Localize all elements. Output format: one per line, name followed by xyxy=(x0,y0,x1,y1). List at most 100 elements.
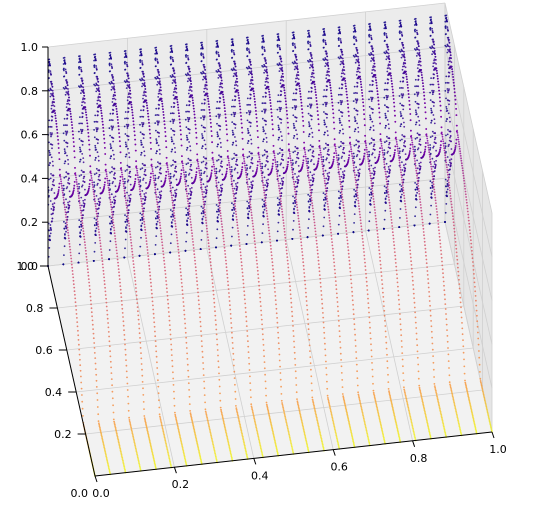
data-point xyxy=(126,99,129,102)
data-point xyxy=(93,129,95,131)
data-point xyxy=(416,186,418,189)
data-point xyxy=(158,74,161,76)
data-point xyxy=(155,46,158,49)
data-point xyxy=(124,170,127,172)
data-point xyxy=(455,124,458,127)
data-point xyxy=(234,65,237,68)
data-point xyxy=(124,155,127,158)
data-point xyxy=(409,113,412,115)
data-point xyxy=(292,137,295,139)
data-point xyxy=(323,164,325,167)
data-point xyxy=(371,120,374,123)
data-point xyxy=(279,67,281,70)
floor-grid-line-y xyxy=(57,263,455,309)
data-point xyxy=(233,87,236,90)
data-point xyxy=(307,40,310,43)
data-point xyxy=(358,67,361,70)
data-point xyxy=(112,83,115,85)
data-point xyxy=(328,79,331,81)
data-point xyxy=(249,97,252,99)
data-point xyxy=(247,202,250,204)
data-point xyxy=(267,81,269,84)
data-point xyxy=(429,99,432,101)
data-point xyxy=(292,98,294,101)
data-point xyxy=(432,38,434,41)
data-point xyxy=(431,83,433,86)
data-point xyxy=(265,179,268,182)
data-point xyxy=(419,165,422,168)
data-point xyxy=(124,214,126,217)
data-point xyxy=(455,138,458,141)
data-point xyxy=(384,198,387,201)
data-point xyxy=(108,215,111,218)
data-point xyxy=(391,88,394,91)
data-point xyxy=(439,146,442,149)
data-point xyxy=(235,71,238,74)
data-point xyxy=(170,47,173,49)
data-point xyxy=(401,161,403,164)
data-point xyxy=(95,90,98,93)
data-point xyxy=(231,129,234,132)
data-point xyxy=(190,169,193,172)
data-point xyxy=(415,198,418,201)
data-point xyxy=(418,124,421,126)
data-point xyxy=(267,88,270,91)
data-point xyxy=(417,147,420,150)
data-point xyxy=(282,80,285,82)
data-point xyxy=(203,116,206,119)
data-point xyxy=(323,121,326,124)
data-point xyxy=(309,198,312,201)
data-point xyxy=(399,139,402,142)
data-point xyxy=(220,155,223,158)
data-point xyxy=(279,131,282,133)
data-point xyxy=(160,194,162,197)
data-point xyxy=(338,26,341,29)
data-point xyxy=(457,141,460,143)
data-point xyxy=(331,98,333,101)
data-point xyxy=(216,159,218,162)
data-point xyxy=(246,142,249,145)
data-point xyxy=(109,134,111,137)
data-point xyxy=(140,52,143,55)
data-point xyxy=(352,152,355,155)
data-point xyxy=(128,194,130,197)
data-point xyxy=(424,102,426,104)
data-point xyxy=(236,158,238,161)
data-point xyxy=(94,144,97,147)
data-point xyxy=(64,237,67,240)
data-point xyxy=(170,63,173,66)
data-point xyxy=(96,102,99,105)
data-point xyxy=(201,222,204,225)
data-point xyxy=(49,200,52,202)
data-point xyxy=(215,237,218,240)
data-point xyxy=(174,151,177,154)
data-point xyxy=(348,157,350,159)
data-point xyxy=(325,74,328,76)
data-point xyxy=(96,182,99,185)
data-point xyxy=(417,103,420,106)
data-point xyxy=(296,133,298,136)
data-point xyxy=(248,205,251,207)
data-point xyxy=(97,87,100,89)
data-point xyxy=(231,48,233,51)
data-point xyxy=(141,143,143,146)
data-point xyxy=(307,193,310,196)
data-point xyxy=(155,51,158,53)
data-point xyxy=(79,146,81,149)
data-point xyxy=(432,83,435,86)
back-wall-pane xyxy=(48,3,445,266)
data-point xyxy=(449,164,452,167)
data-point xyxy=(63,69,65,72)
data-point xyxy=(221,187,223,190)
data-point xyxy=(216,228,219,231)
data-point xyxy=(417,115,420,118)
data-point xyxy=(143,202,146,205)
data-point xyxy=(189,80,192,83)
data-point xyxy=(187,58,190,61)
data-point xyxy=(215,46,218,48)
data-point xyxy=(184,49,187,52)
data-point xyxy=(307,149,310,152)
data-point xyxy=(373,172,376,175)
data-point xyxy=(311,131,314,134)
data-point xyxy=(293,37,296,40)
